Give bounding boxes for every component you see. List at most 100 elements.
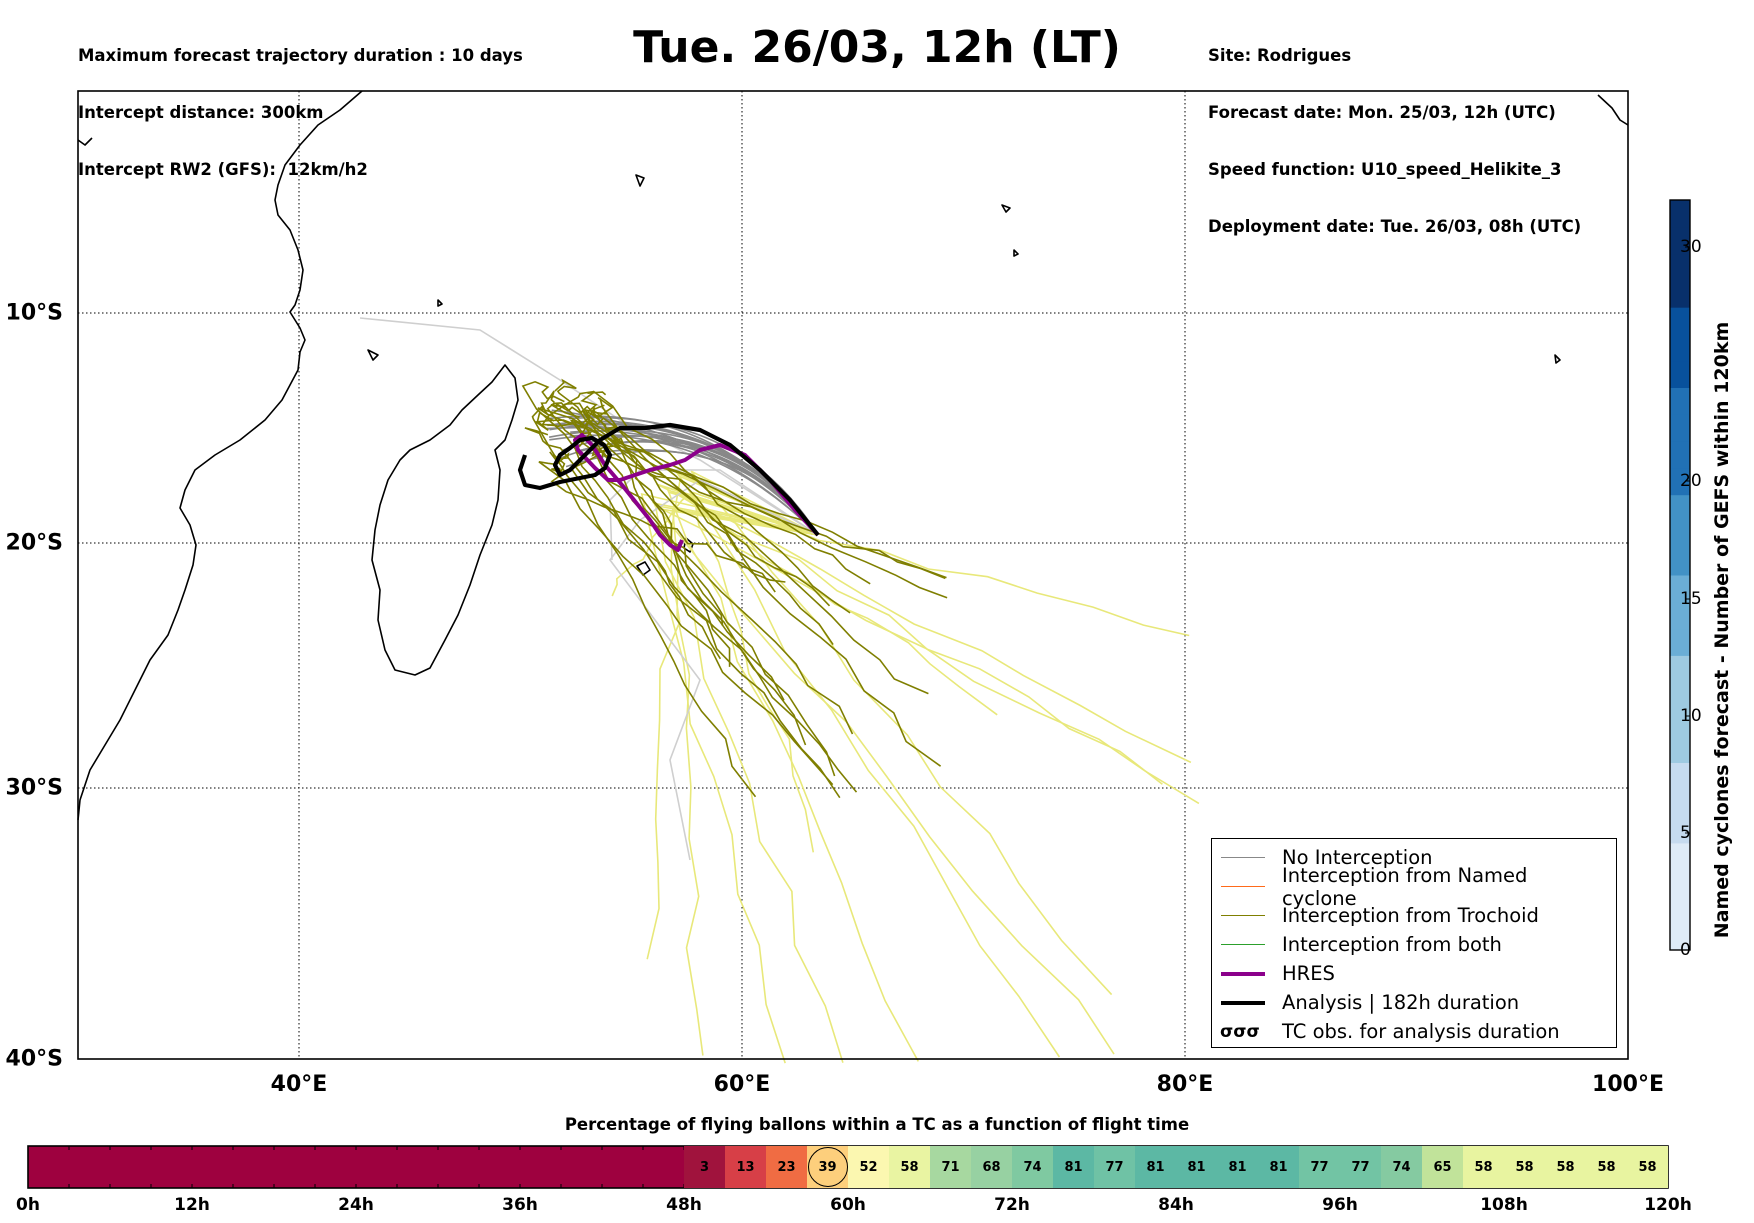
trochoid-trajectory — [555, 402, 731, 667]
ensemble-trajectories-light — [359, 317, 1200, 1064]
colorbar-segment — [1670, 200, 1690, 228]
ensemble-gray-trajectory — [609, 479, 819, 861]
time-bar-tick-label: 96h — [1322, 1195, 1358, 1215]
island-d — [1554, 354, 1561, 364]
time-bar-cell: 13 — [725, 1146, 766, 1188]
time-bar-tick-label: 84h — [1158, 1195, 1194, 1215]
ensemble-gray-trajectory — [359, 317, 819, 536]
colorbar-segment — [1670, 923, 1690, 951]
time-bar-cell: 81 — [1176, 1146, 1217, 1188]
colorbar — [1669, 199, 1691, 951]
time-bar-cell: 81 — [1258, 1146, 1299, 1188]
time-bar-value: 74 — [1392, 1159, 1411, 1175]
time-bar-tick-label: 24h — [338, 1195, 374, 1215]
time-bar-cell: 58 — [1504, 1146, 1545, 1188]
madagascar-coast — [371, 364, 519, 676]
site-name: Site: Rodrigues — [1208, 46, 1352, 65]
trochoid-trajectory — [571, 417, 831, 607]
colorbar-segment — [1670, 575, 1690, 603]
colorbar-label: Named cyclones forecast - Number of GEFS… — [1711, 321, 1733, 939]
colorbar-segment — [1670, 387, 1690, 415]
legend-item-analysis: Analysis | 182h duration — [1220, 988, 1608, 1017]
time-bar-tick-label: 60h — [830, 1195, 866, 1215]
time-bar-tick-label: 36h — [502, 1195, 538, 1215]
colorbar-segment — [1670, 253, 1690, 281]
colorbar-segment — [1670, 307, 1690, 335]
lat-label-20s: 20°S — [5, 530, 63, 556]
trochoid-trajectory — [537, 390, 948, 599]
param-duration: Maximum forecast trajectory duration : 1… — [78, 46, 523, 65]
time-bar-base — [28, 1146, 684, 1188]
ensemble-trajectory — [675, 471, 1061, 1058]
legend-item-hres: HRES — [1220, 959, 1608, 988]
arabia-tip — [77, 137, 93, 146]
time-bar-tick-label: 48h — [666, 1195, 702, 1215]
flight-time-bar — [27, 1145, 1669, 1189]
colorbar-tick-20: 20 — [1680, 471, 1702, 491]
legend-item-trochoid: Interception from Trochoid — [1220, 901, 1608, 930]
time-bar-cell: 52 — [848, 1146, 889, 1188]
colorbar-segment — [1670, 441, 1690, 469]
island-b — [1001, 204, 1011, 213]
param-intercept-distance: Intercept distance: 300km — [78, 103, 324, 122]
colorbar-segment — [1670, 467, 1690, 496]
time-bar-value: 81 — [1228, 1159, 1247, 1175]
lon-label-80e: 80°E — [1156, 1072, 1214, 1097]
colorbar-segment — [1670, 682, 1690, 710]
colorbar-segment — [1670, 414, 1690, 442]
colorbar-segment — [1670, 789, 1690, 817]
lon-label-40e: 40°E — [270, 1072, 328, 1097]
africa-coast — [77, 90, 363, 821]
ensemble-trajectory — [690, 470, 1113, 996]
time-bar-cell: 58 — [1545, 1146, 1586, 1188]
legend-item-named-cyclone: Interception from Named cyclone — [1220, 864, 1608, 910]
time-bar-value: 58 — [1515, 1159, 1534, 1175]
time-bar-value: 77 — [1351, 1159, 1370, 1175]
ensemble-trajectory — [655, 507, 844, 1063]
map-legend: No Interception Interception from Named … — [1211, 838, 1617, 1048]
time-bar-cell: 77 — [1299, 1146, 1340, 1188]
trochoid-trajectory — [590, 412, 834, 646]
colorbar-segment — [1670, 655, 1690, 683]
time-bar-tick-label: 0h — [16, 1195, 40, 1215]
colorbar-segment — [1670, 333, 1690, 362]
trochoid-trajectory — [580, 391, 851, 614]
time-bar-value: 3 — [699, 1159, 710, 1175]
time-bar-value: 23 — [777, 1159, 796, 1175]
time-bar-cell: 74 — [1381, 1146, 1422, 1188]
colorbar-segment — [1670, 360, 1690, 388]
colorbar-segment — [1670, 842, 1690, 871]
time-bar-value: 81 — [1064, 1159, 1083, 1175]
time-bar-cell: 3 — [684, 1146, 725, 1188]
legend-item-no-interception: No Interception — [1220, 843, 1608, 872]
colorbar-tick-30: 30 — [1680, 237, 1702, 257]
colorbar-frame — [1669, 199, 1691, 951]
param-intercept-rw2: Intercept RW2 (GFS): 12km/h2 — [78, 160, 368, 179]
colorbar-tick-5: 5 — [1680, 823, 1691, 843]
map-frame — [77, 90, 1629, 1060]
legend-item-tc-obs: σσσ TC obs. for analysis duration — [1220, 1020, 1560, 1043]
time-bar-cell: 77 — [1340, 1146, 1381, 1188]
trochoid-trajectory — [531, 405, 757, 798]
time-bar-value: 81 — [1187, 1159, 1206, 1175]
legend-item-both: Interception from both — [1220, 930, 1608, 959]
colorbar-segment — [1670, 548, 1690, 576]
ensemble-trajectory — [671, 508, 819, 1056]
time-bar-value: 77 — [1310, 1159, 1329, 1175]
colorbar-segment — [1670, 494, 1690, 522]
time-bar-value: 77 — [1105, 1159, 1124, 1175]
lat-label-10s: 10°S — [5, 300, 63, 326]
coastlines — [77, 90, 1629, 821]
comoros — [367, 349, 379, 361]
time-bar-cell: 23 — [766, 1146, 807, 1188]
time-bar-cell: 65 — [1422, 1146, 1463, 1188]
time-bar-value: 58 — [1556, 1159, 1575, 1175]
time-bar-value: 74 — [1023, 1159, 1042, 1175]
colorbar-segment — [1670, 521, 1690, 549]
speed-function: Speed function: U10_speed_Helikite_3 — [1208, 160, 1562, 179]
time-bar-value: 58 — [1474, 1159, 1493, 1175]
ensemble-trajectory — [665, 486, 920, 1062]
time-bar-tick-label: 72h — [994, 1195, 1030, 1215]
time-bar-cell: 39 — [807, 1146, 848, 1188]
